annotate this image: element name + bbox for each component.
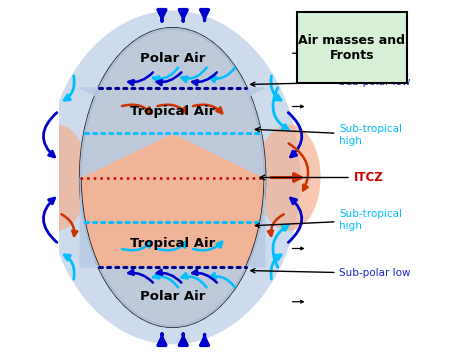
Text: Polar Air: Polar Air xyxy=(140,52,205,65)
Ellipse shape xyxy=(257,124,321,231)
Text: ITCZ: ITCZ xyxy=(260,171,384,184)
Text: Sub-tropical
high: Sub-tropical high xyxy=(255,209,403,231)
Ellipse shape xyxy=(25,124,88,231)
FancyBboxPatch shape xyxy=(297,12,407,83)
Polygon shape xyxy=(80,28,265,178)
Text: Polar Air: Polar Air xyxy=(140,290,205,303)
Text: Tropical Air: Tropical Air xyxy=(130,105,215,119)
Text: Tropical Air: Tropical Air xyxy=(130,236,215,250)
Text: Air masses and
Fronts: Air masses and Fronts xyxy=(298,34,405,62)
Text: Sub-polar low: Sub-polar low xyxy=(251,77,411,87)
Polygon shape xyxy=(80,178,265,327)
Text: Sub-polar low: Sub-polar low xyxy=(251,268,411,278)
Ellipse shape xyxy=(80,28,265,327)
Text: Sub-tropical
high: Sub-tropical high xyxy=(255,124,403,146)
Ellipse shape xyxy=(45,11,300,344)
